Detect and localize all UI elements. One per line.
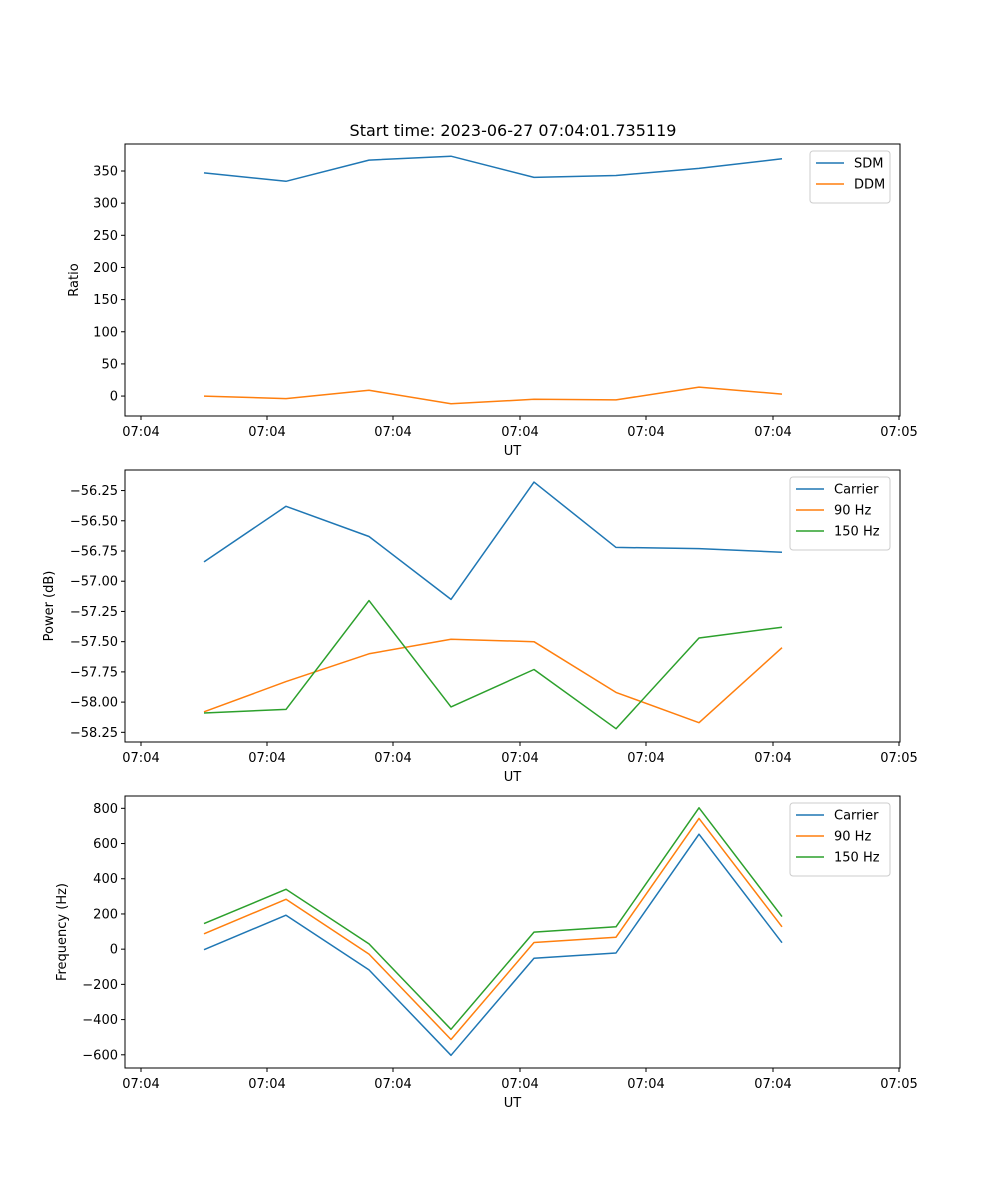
x-tick-label: 07:05 bbox=[880, 425, 917, 440]
x-tick-label: 07:04 bbox=[122, 751, 159, 766]
y-tick-label: −58.00 bbox=[70, 696, 118, 711]
legend: Carrier 90 Hz 150 Hz bbox=[789, 802, 891, 877]
x-tick-label: 07:04 bbox=[501, 1077, 538, 1092]
x-tick-label: 07:04 bbox=[627, 425, 664, 440]
x-axis-label: UT bbox=[504, 1096, 522, 1111]
x-tick-label: 07:04 bbox=[754, 751, 791, 766]
x-tick-label: 07:04 bbox=[248, 425, 285, 440]
y-tick-label: −57.00 bbox=[70, 575, 118, 590]
y-tick-label: 100 bbox=[93, 325, 118, 340]
x-tick-label: 07:04 bbox=[374, 425, 411, 440]
legend-label: 150 Hz bbox=[834, 851, 880, 866]
x-tick-label: 07:04 bbox=[374, 751, 411, 766]
x-tick-label: 07:04 bbox=[501, 425, 538, 440]
y-tick-label: −57.50 bbox=[70, 635, 118, 650]
legend: SDM DDM bbox=[809, 150, 891, 204]
x-tick-label: 07:04 bbox=[248, 751, 285, 766]
x-tick-label: 07:04 bbox=[627, 751, 664, 766]
frequency-panel: −600 −400 −200 0 200 400 600 800 07:04 07:04 07:04… bbox=[55, 795, 918, 1111]
y-tick-label: 250 bbox=[93, 229, 118, 244]
y-tick-label: −57.75 bbox=[70, 665, 118, 680]
figure-title: Start time: 2023-06-27 07:04:01.735119 bbox=[350, 121, 677, 140]
y-tick-label: 50 bbox=[101, 357, 118, 372]
x-tick-label: 07:05 bbox=[880, 751, 917, 766]
y-tick-label: −400 bbox=[82, 1013, 118, 1028]
legend-label: 150 Hz bbox=[834, 525, 880, 540]
series-line-carrier bbox=[203, 481, 783, 601]
y-tick-label: 350 bbox=[93, 165, 118, 180]
y-tick-label: −200 bbox=[82, 978, 118, 993]
x-tick-label: 07:04 bbox=[122, 1077, 159, 1092]
series-line-90-hz bbox=[203, 638, 783, 724]
series-line-carrier bbox=[203, 833, 783, 1057]
power-panel: −58.25 −58.00 −57.75 −57.50 −57.25 −57.00 −56.… bbox=[42, 469, 918, 785]
y-tick-label: −56.75 bbox=[70, 544, 118, 559]
x-tick-label: 07:04 bbox=[754, 1077, 791, 1092]
y-tick-label: −56.50 bbox=[70, 514, 118, 529]
axes-frame bbox=[124, 795, 901, 1069]
legend-box bbox=[809, 150, 891, 204]
y-tick-label: 200 bbox=[93, 261, 118, 276]
series-line-sdm bbox=[203, 155, 783, 183]
y-tick-label: 200 bbox=[93, 907, 118, 922]
y-tick-label: 800 bbox=[93, 802, 118, 817]
legend-label: 90 Hz bbox=[834, 504, 871, 519]
x-tick-label: 07:04 bbox=[501, 751, 538, 766]
x-tick-label: 07:05 bbox=[880, 1077, 917, 1092]
x-tick-label: 07:04 bbox=[374, 1077, 411, 1092]
ratio-panel: 0 50 100 150 200 250 300 350 07:04 07:04 07:04 07:0… bbox=[67, 143, 918, 459]
y-axis-label: Frequency (Hz) bbox=[55, 883, 70, 981]
y-axis-label: Power (dB) bbox=[42, 571, 57, 642]
series-line-150-hz bbox=[203, 807, 783, 1031]
axes-frame bbox=[124, 469, 901, 743]
series-line-ddm bbox=[203, 386, 783, 405]
legend-label: Carrier bbox=[834, 809, 879, 824]
x-tick-label: 07:04 bbox=[627, 1077, 664, 1092]
y-tick-label: −56.25 bbox=[70, 484, 118, 499]
y-tick-label: −57.25 bbox=[70, 605, 118, 620]
legend: Carrier 90 Hz 150 Hz bbox=[789, 476, 891, 551]
y-tick-label: 0 bbox=[110, 390, 118, 405]
x-tick-label: 07:04 bbox=[754, 425, 791, 440]
x-tick-label: 07:04 bbox=[122, 425, 159, 440]
x-axis-label: UT bbox=[504, 770, 522, 785]
y-tick-label: 400 bbox=[93, 872, 118, 887]
y-tick-label: −58.25 bbox=[70, 726, 118, 741]
y-tick-label: 600 bbox=[93, 837, 118, 852]
axes-frame bbox=[124, 143, 901, 417]
x-tick-label: 07:04 bbox=[248, 1077, 285, 1092]
x-axis-label: UT bbox=[504, 444, 522, 459]
legend-label: 90 Hz bbox=[834, 830, 871, 845]
y-tick-label: 150 bbox=[93, 293, 118, 308]
series-line-90-hz bbox=[203, 817, 783, 1041]
y-tick-label: 0 bbox=[110, 943, 118, 958]
y-tick-label: 300 bbox=[93, 197, 118, 212]
series-line-150-hz bbox=[203, 599, 783, 730]
legend-label: Carrier bbox=[834, 483, 879, 498]
legend-label: SDM bbox=[854, 157, 883, 172]
y-tick-label: −600 bbox=[82, 1048, 118, 1063]
y-axis-label: Ratio bbox=[67, 263, 82, 296]
legend-label: DDM bbox=[854, 178, 885, 193]
